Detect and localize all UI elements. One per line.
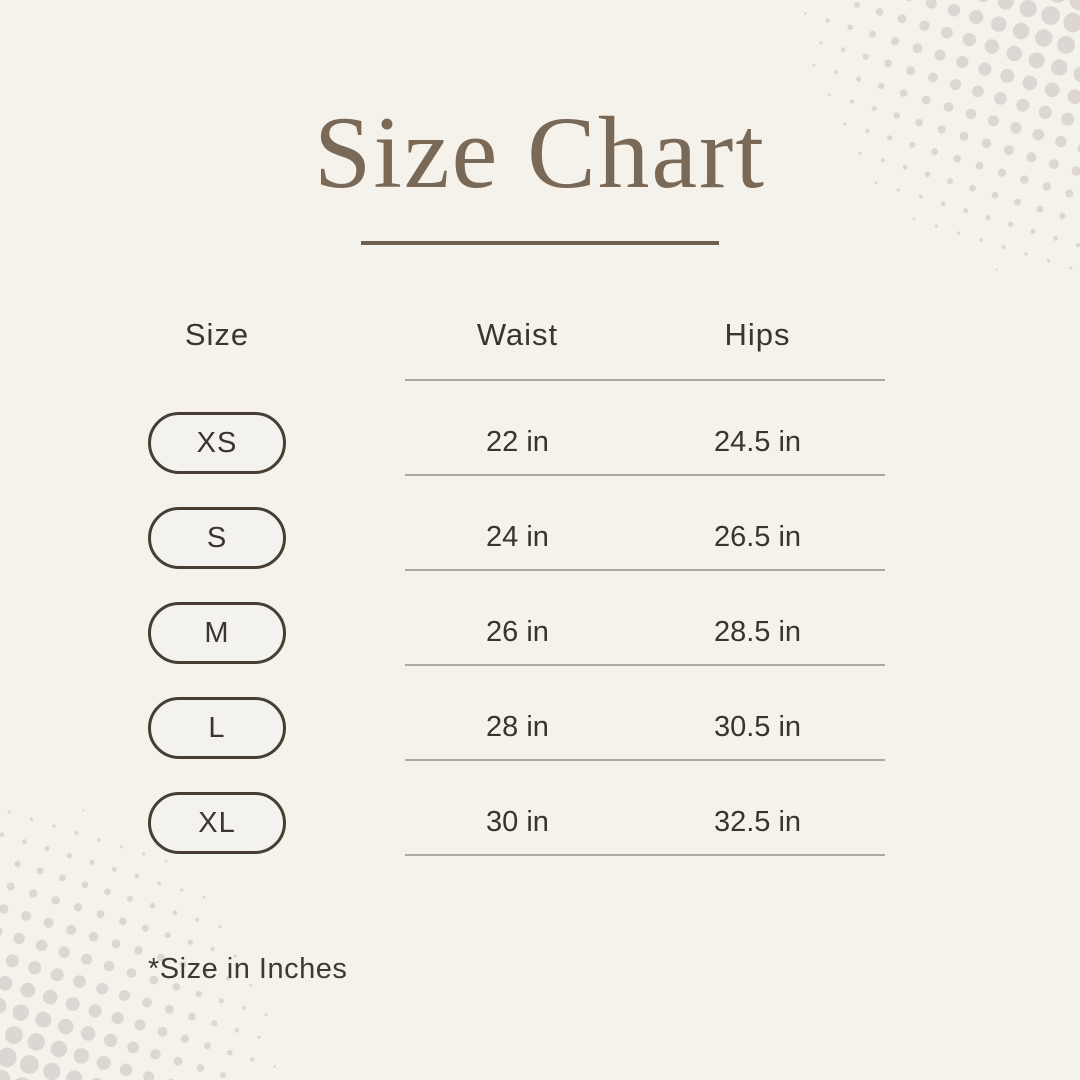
hips-value: 30.5 in xyxy=(713,711,802,743)
title-underline xyxy=(361,241,719,245)
size-pill-xs[interactable]: XS xyxy=(148,412,286,474)
size-pill-label: M xyxy=(204,616,230,649)
waist-value: 26 in xyxy=(486,616,549,648)
size-pill-m[interactable]: M xyxy=(148,602,286,664)
size-pill-s[interactable]: S xyxy=(148,507,286,569)
row-separator-line xyxy=(405,664,885,666)
table-row-l: L 28 in 30.5 in xyxy=(148,666,885,761)
hips-value: 28.5 in xyxy=(713,616,802,648)
hips-value: 26.5 in xyxy=(713,521,802,553)
table-header-row: Size Waist Hips xyxy=(148,296,885,381)
size-pill-label: S xyxy=(206,521,228,554)
waist-value: 30 in xyxy=(486,806,549,838)
size-pill-l[interactable]: L xyxy=(148,697,286,759)
footnote: *Size in Inches xyxy=(148,953,348,985)
column-header-size: Size xyxy=(184,317,250,352)
row-separator-line xyxy=(405,569,885,571)
page-title: Size Chart xyxy=(314,96,766,210)
row-separator-line xyxy=(405,759,885,761)
table-row-xl: XL 30 in 32.5 in xyxy=(148,761,885,856)
table-row-xs: XS 22 in 24.5 in xyxy=(148,381,885,476)
header-separator-line xyxy=(405,379,885,381)
waist-value: 22 in xyxy=(486,426,549,458)
table-row-s: S 24 in 26.5 in xyxy=(148,476,885,571)
column-header-hips: Hips xyxy=(724,317,791,352)
size-pill-xl[interactable]: XL xyxy=(148,792,286,854)
size-pill-label: XL xyxy=(198,806,236,839)
row-separator-line xyxy=(405,474,885,476)
column-header-waist: Waist xyxy=(476,317,559,352)
hips-value: 24.5 in xyxy=(713,426,802,458)
size-chart-table: Size Waist Hips XS 22 in 24.5 in S 24 in… xyxy=(148,296,885,856)
row-separator-line xyxy=(405,854,885,856)
waist-value: 28 in xyxy=(486,711,549,743)
size-pill-label: L xyxy=(208,711,226,744)
hips-value: 32.5 in xyxy=(713,806,802,838)
table-row-m: M 26 in 28.5 in xyxy=(148,571,885,666)
size-pill-label: XS xyxy=(196,426,238,459)
waist-value: 24 in xyxy=(486,521,549,553)
